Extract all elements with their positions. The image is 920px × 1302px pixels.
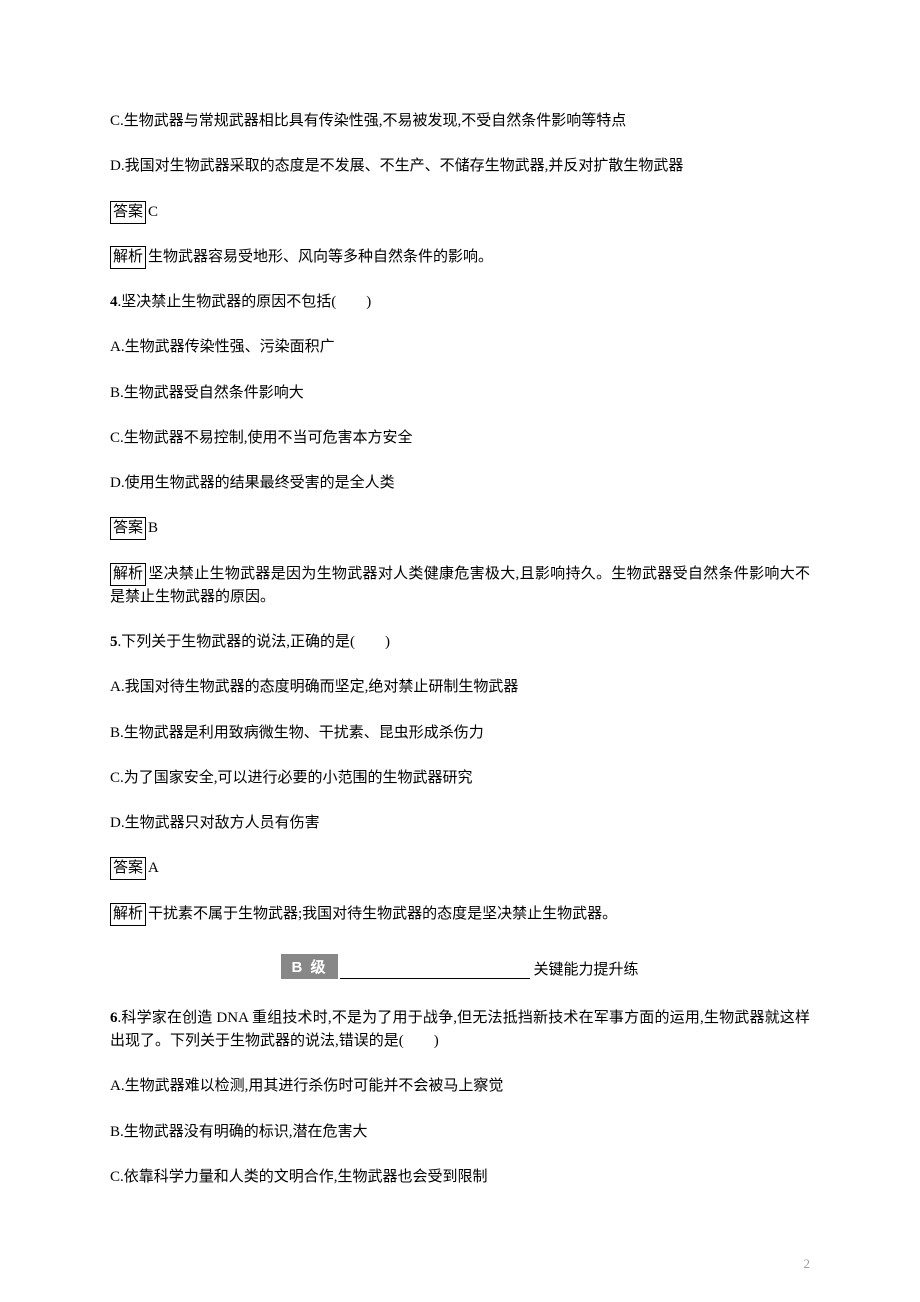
q3-analysis-row: 解析生物武器容易受地形、风向等多种自然条件的影响。 bbox=[110, 246, 810, 269]
q5-option-c: C.为了国家安全,可以进行必要的小范围的生物武器研究 bbox=[110, 767, 810, 790]
q4-answer-row: 答案B bbox=[110, 517, 810, 540]
q6-stem: 6.科学家在创造 DNA 重组技术时,不是为了用于战争,但无法抵挡新技术在军事方… bbox=[110, 1007, 810, 1054]
q5-answer-value: A bbox=[148, 860, 159, 876]
level-section-label: 关键能力提升练 bbox=[534, 958, 639, 979]
q5-stem: 5.下列关于生物武器的说法,正确的是( ) bbox=[110, 631, 810, 654]
q5-answer-row: 答案A bbox=[110, 857, 810, 880]
page-number: 2 bbox=[804, 1256, 811, 1272]
q6-option-a: A.生物武器难以检测,用其进行杀伤时可能并不会被马上察觉 bbox=[110, 1075, 810, 1098]
q4-option-d: D.使用生物武器的结果最终受害的是全人类 bbox=[110, 472, 810, 495]
divider-line bbox=[340, 960, 530, 979]
q3-answer-row: 答案C bbox=[110, 201, 810, 224]
q6-option-c: C.依靠科学力量和人类的文明合作,生物武器也会受到限制 bbox=[110, 1166, 810, 1189]
question-number: 4 bbox=[110, 294, 118, 310]
analysis-label-box: 解析 bbox=[110, 903, 146, 926]
q4-answer-value: B bbox=[148, 520, 158, 536]
q5-option-b: B.生物武器是利用致病微生物、干扰素、昆虫形成杀伤力 bbox=[110, 722, 810, 745]
level-section-divider: B 级 关键能力提升练 bbox=[110, 954, 810, 979]
q4-option-a: A.生物武器传染性强、污染面积广 bbox=[110, 336, 810, 359]
answer-label-box: 答案 bbox=[110, 857, 146, 880]
q4-option-c: C.生物武器不易控制,使用不当可危害本方安全 bbox=[110, 427, 810, 450]
q5-analysis-row: 解析干扰素不属于生物武器;我国对待生物武器的态度是坚决禁止生物武器。 bbox=[110, 903, 810, 926]
q5-analysis-text: 干扰素不属于生物武器;我国对待生物武器的态度是坚决禁止生物武器。 bbox=[148, 906, 617, 922]
level-badge: B 级 bbox=[281, 954, 337, 979]
q4-option-b: B.生物武器受自然条件影响大 bbox=[110, 382, 810, 405]
analysis-label-box: 解析 bbox=[110, 246, 146, 269]
q4-stem: 4.坚决禁止生物武器的原因不包括( ) bbox=[110, 291, 810, 314]
q3-option-d: D.我国对生物武器采取的态度是不发展、不生产、不储存生物武器,并反对扩散生物武器 bbox=[110, 155, 810, 178]
answer-label-box: 答案 bbox=[110, 517, 146, 540]
q5-option-d: D.生物武器只对敌方人员有伤害 bbox=[110, 812, 810, 835]
question-number: 6 bbox=[110, 1010, 118, 1026]
q6-stem-text: .科学家在创造 DNA 重组技术时,不是为了用于战争,但无法抵挡新技术在军事方面… bbox=[110, 1010, 810, 1049]
q3-answer-value: C bbox=[148, 204, 158, 220]
q3-analysis-text: 生物武器容易受地形、风向等多种自然条件的影响。 bbox=[148, 249, 493, 265]
question-number: 5 bbox=[110, 634, 118, 650]
q5-option-a: A.我国对待生物武器的态度明确而坚定,绝对禁止研制生物武器 bbox=[110, 676, 810, 699]
q4-stem-text: .坚决禁止生物武器的原因不包括( ) bbox=[118, 294, 372, 310]
q4-analysis-row: 解析坚决禁止生物武器是因为生物武器对人类健康危害极大,且影响持久。生物武器受自然… bbox=[110, 563, 810, 610]
q4-analysis-text: 坚决禁止生物武器是因为生物武器对人类健康危害极大,且影响持久。生物武器受自然条件… bbox=[110, 566, 810, 605]
page-container: C.生物武器与常规武器相比具有传染性强,不易被发现,不受自然条件影响等特点 D.… bbox=[0, 0, 920, 1302]
analysis-label-box: 解析 bbox=[110, 563, 146, 586]
q6-option-b: B.生物武器没有明确的标识,潜在危害大 bbox=[110, 1121, 810, 1144]
q3-option-c: C.生物武器与常规武器相比具有传染性强,不易被发现,不受自然条件影响等特点 bbox=[110, 110, 810, 133]
answer-label-box: 答案 bbox=[110, 201, 146, 224]
q5-stem-text: .下列关于生物武器的说法,正确的是( ) bbox=[118, 634, 391, 650]
